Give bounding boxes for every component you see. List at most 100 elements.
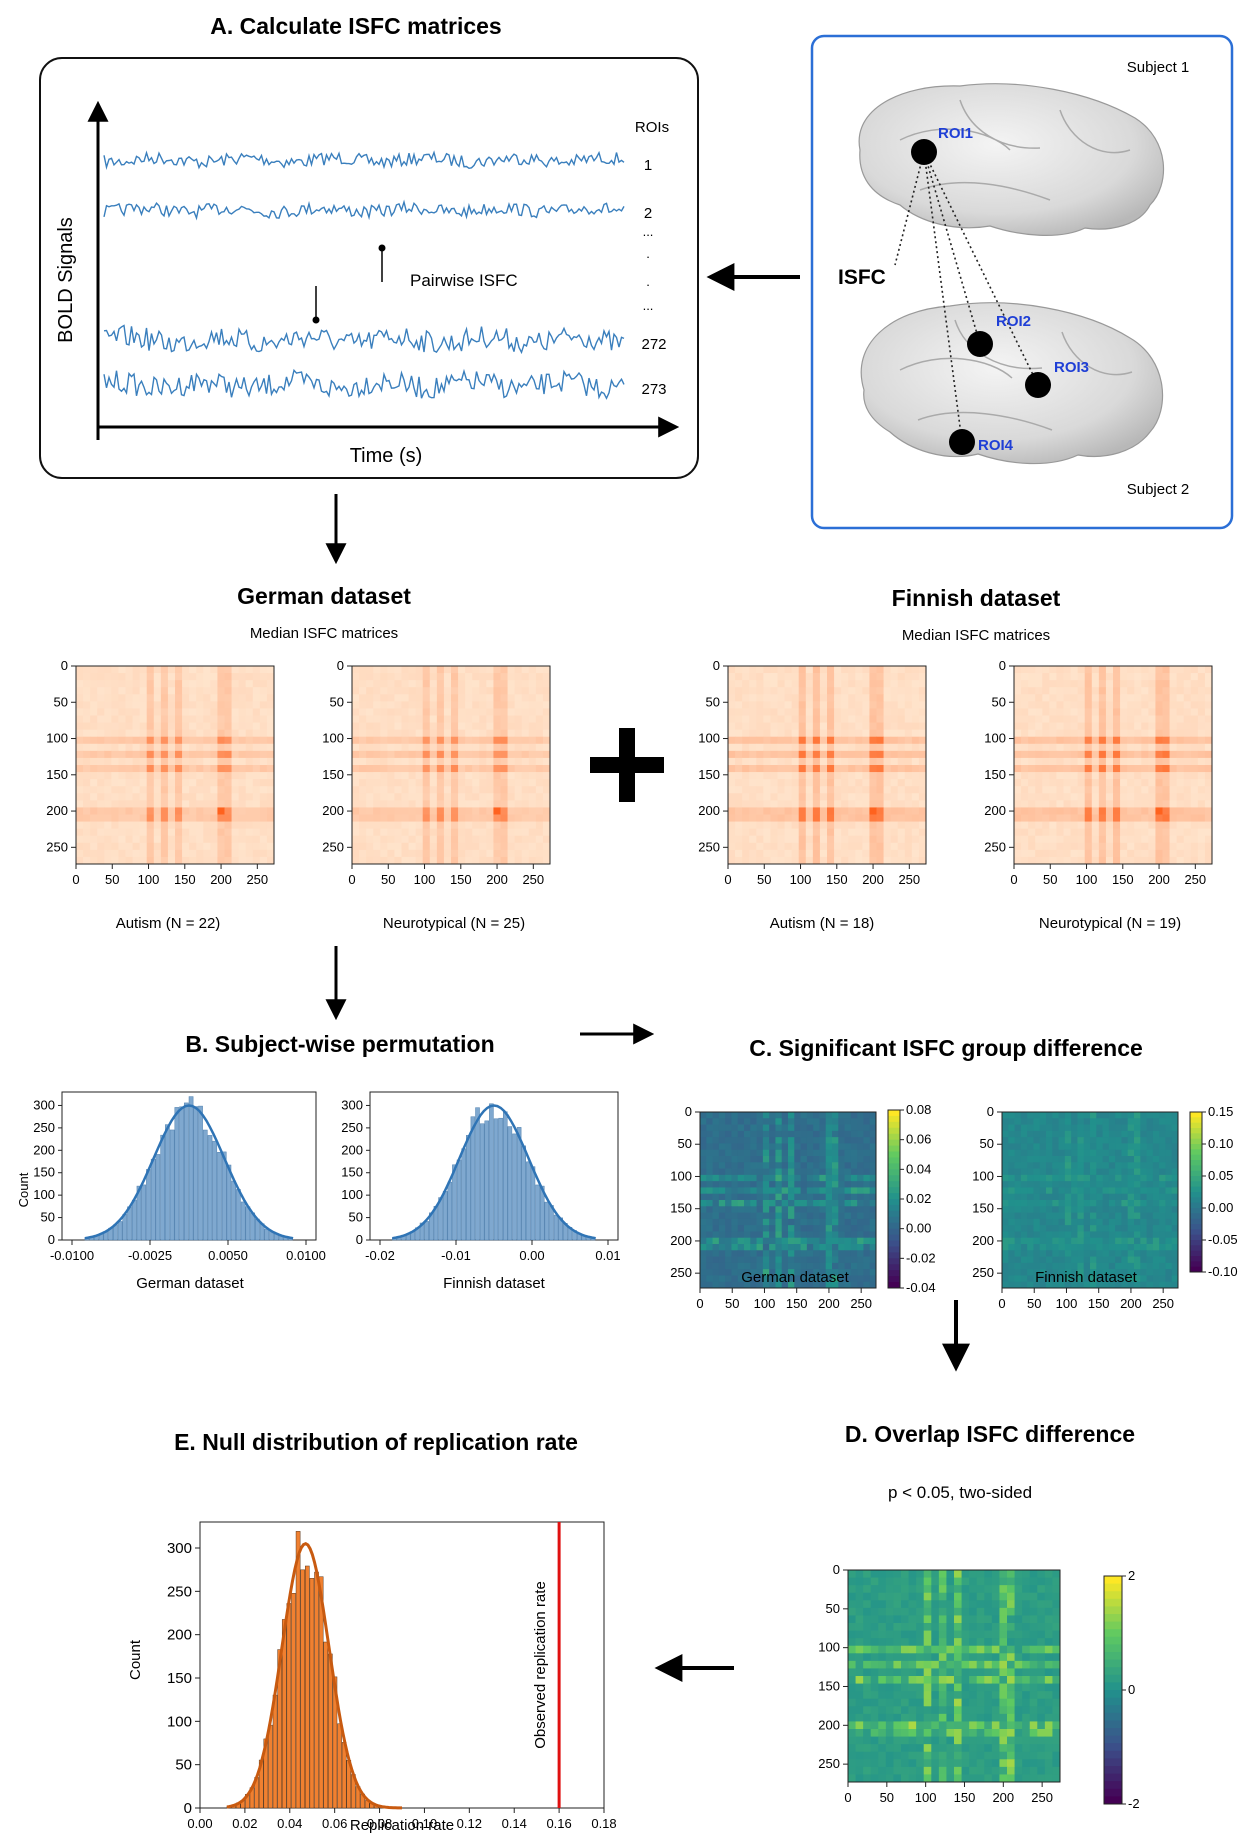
matrix-cell <box>1120 694 1128 702</box>
matrix-cell <box>1098 701 1107 709</box>
matrix-cell <box>770 708 778 716</box>
matrix-cell <box>1197 786 1206 794</box>
matrix-cell <box>1090 1200 1097 1207</box>
matrix-cell <box>1105 673 1114 681</box>
hist-x-tick-label: 0.0050 <box>208 1248 248 1263</box>
matrix-cell <box>1134 1162 1141 1169</box>
matrix-cell <box>479 856 487 865</box>
matrix-cell <box>366 793 374 801</box>
matrix-cell <box>111 701 119 709</box>
matrix-cell <box>1108 1181 1116 1188</box>
matrix-cell <box>203 835 211 844</box>
matrix-cell <box>366 673 374 681</box>
matrix-cell <box>1162 687 1170 695</box>
matrix-cell <box>791 694 800 702</box>
matrix-cell <box>788 1269 795 1276</box>
matrix-cell <box>465 814 473 822</box>
matrix-cell <box>890 743 899 752</box>
matrix-cell <box>819 1244 827 1251</box>
hist-bar <box>475 1107 480 1241</box>
matrix-cell <box>1028 722 1036 731</box>
matrix-cell <box>153 701 162 709</box>
matrix-cell <box>1042 807 1050 815</box>
matrix-cell <box>514 673 523 681</box>
matrix-cell <box>850 1269 858 1276</box>
matrix-cell <box>373 666 381 674</box>
matrix-cell <box>97 814 105 822</box>
matrix-cell <box>1197 736 1206 745</box>
matrix-cell <box>1113 779 1121 787</box>
matrix-cell <box>850 1231 858 1239</box>
matrix-cell <box>1190 694 1199 702</box>
matrix-cell <box>1014 736 1022 745</box>
matrix-cell <box>1127 743 1135 752</box>
matrix-cell <box>742 835 750 844</box>
matrix-cell <box>855 722 863 731</box>
matrix-cell <box>777 779 785 787</box>
matrix-cell <box>825 1212 833 1220</box>
matrix-cell <box>373 729 381 738</box>
matrix-cell <box>756 1231 764 1239</box>
matrix-cell <box>1102 1262 1110 1270</box>
matrix-cell <box>160 849 169 858</box>
matrix-cell <box>904 856 913 865</box>
matrix-cell <box>1083 1206 1091 1213</box>
matrix-cell <box>1039 1130 1047 1138</box>
matrix-cell <box>245 708 254 716</box>
matrix-cell <box>813 1174 820 1182</box>
matrix-cell <box>1052 1231 1059 1239</box>
matrix-cell <box>436 687 445 695</box>
matrix-cell <box>514 842 523 851</box>
matrix-cell <box>146 807 155 815</box>
matrix-cell <box>352 779 360 787</box>
matrix-cell <box>869 1168 877 1176</box>
matrix-cell <box>1049 828 1057 837</box>
matrix-cell <box>1171 1206 1179 1213</box>
matrix-cell <box>735 765 743 773</box>
matrix-cell <box>146 765 155 773</box>
matrix-cell <box>744 1187 751 1195</box>
matrix-cell <box>769 1137 776 1144</box>
matrix-cell <box>1002 1181 1009 1188</box>
matrix-cell <box>841 800 849 808</box>
hist-bar <box>165 1124 170 1241</box>
matrix-y-tick-label: 0 <box>685 1104 692 1119</box>
roi-connection-lines <box>894 151 1039 443</box>
matrix-cell <box>737 1275 745 1283</box>
matrix-cell <box>1102 1193 1110 1201</box>
hist-bar <box>516 1127 522 1241</box>
matrix-cell <box>1165 1250 1173 1257</box>
matrix-cell <box>90 715 98 723</box>
matrix-cell <box>1021 694 1029 702</box>
matrix-cell <box>415 701 424 709</box>
matrix-cell <box>1155 715 1163 723</box>
matrix-cell <box>1134 1112 1141 1119</box>
matrix-cell <box>1152 1156 1160 1163</box>
matrix-cell <box>1140 1124 1147 1132</box>
matrix-cell <box>1105 856 1114 865</box>
matrix-cell <box>718 1162 726 1169</box>
matrix-cell <box>1141 722 1149 731</box>
matrix-cell <box>1084 687 1093 695</box>
matrix-cell <box>791 736 800 745</box>
matrix-cell <box>825 1200 833 1207</box>
matrix-cell <box>777 680 785 688</box>
matrix-cell <box>1148 715 1156 723</box>
matrix-cell <box>706 1275 713 1283</box>
matrix-cell <box>160 814 169 822</box>
matrix-cell <box>1171 1269 1179 1276</box>
matrix-cell <box>825 1137 833 1144</box>
matrix-cell <box>1169 708 1178 716</box>
matrix-cell <box>1108 1231 1116 1239</box>
matrix-cell <box>146 757 155 766</box>
matrix-cell <box>869 807 877 815</box>
matrix-cell <box>737 1231 745 1239</box>
matrix-cell <box>756 694 764 702</box>
matrix-cell <box>387 701 395 709</box>
matrix-cell <box>769 1168 776 1176</box>
matrix-cell <box>750 1156 757 1163</box>
matrix-cell <box>834 835 842 844</box>
matrix-cell <box>827 694 835 702</box>
matrix-cell <box>1084 750 1093 759</box>
matrix-cell <box>1071 1206 1078 1213</box>
